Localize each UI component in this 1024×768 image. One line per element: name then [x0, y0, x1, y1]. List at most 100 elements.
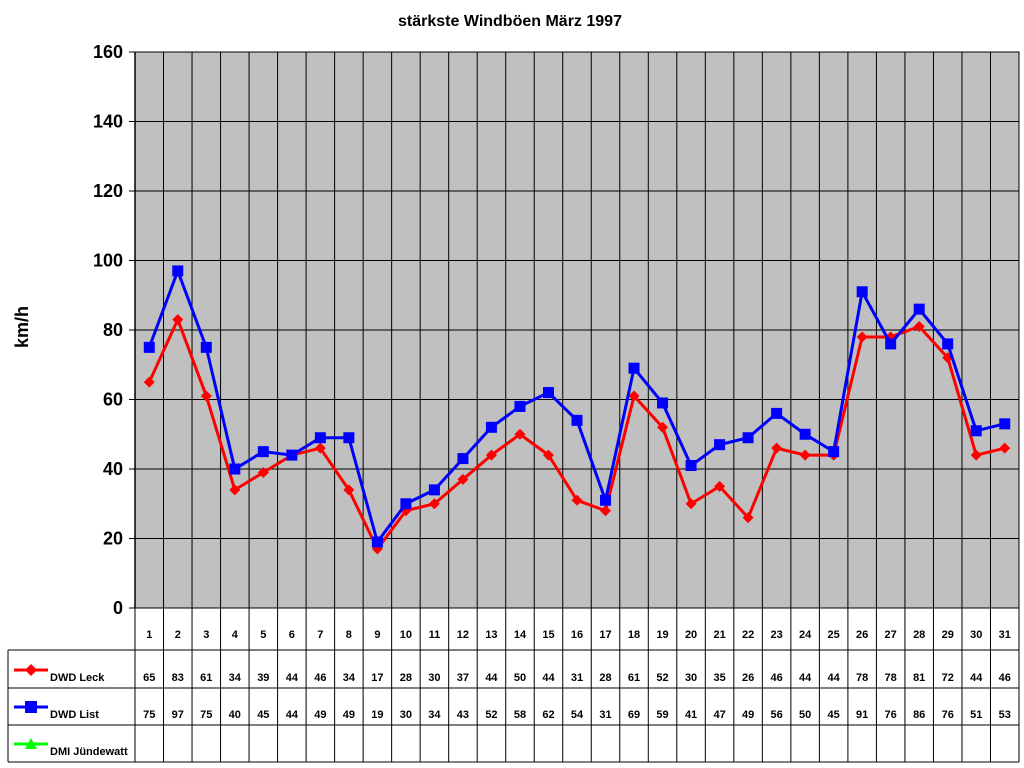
data-point: [286, 449, 298, 461]
table-cell-value: 49: [343, 709, 355, 721]
category-label: 20: [685, 629, 697, 641]
data-point: [742, 512, 754, 524]
data-point: [913, 321, 925, 333]
data-point: [485, 449, 497, 461]
table-cell-value: 35: [713, 672, 725, 684]
legend-marker: [25, 664, 37, 676]
data-point: [970, 425, 982, 437]
table-cell-value: 97: [172, 709, 184, 721]
data-point: [257, 446, 269, 458]
table-cell-value: 46: [770, 672, 782, 684]
y-axis-label: km/h: [12, 306, 32, 348]
category-label: 2: [175, 629, 181, 641]
category-label: 3: [203, 629, 209, 641]
data-point: [714, 439, 726, 451]
table-cell-value: 49: [742, 709, 754, 721]
data-point: [172, 314, 184, 326]
table-cell-value: 34: [428, 709, 441, 721]
table-cell-value: 62: [542, 709, 554, 721]
data-point: [229, 484, 241, 496]
data-point: [428, 484, 440, 496]
data-point: [856, 286, 868, 298]
data-point: [657, 421, 669, 433]
table-cell-value: 51: [970, 709, 982, 721]
data-point: [485, 421, 497, 433]
data-point: [799, 449, 811, 461]
category-label: 16: [571, 629, 583, 641]
data-point: [542, 387, 554, 399]
category-label: 10: [400, 629, 412, 641]
y-tick-label: 40: [103, 459, 123, 479]
data-point: [428, 498, 440, 510]
table-cell-value: 31: [599, 709, 611, 721]
data-table: 1 2 3 4 5 6 7 8 9 10 11 12 13 14 15 16 17 18 19 20 21 22 23 24 2…: [7, 608, 1020, 763]
data-point: [742, 432, 754, 444]
table-cell-value: 75: [143, 709, 155, 721]
table-cell-value: 50: [799, 709, 811, 721]
category-label: 24: [799, 629, 812, 641]
table-cell-value: 49: [314, 709, 326, 721]
category-label: 28: [913, 629, 925, 641]
data-point: [343, 432, 355, 444]
data-point: [999, 418, 1011, 430]
table-cell-value: 46: [314, 672, 326, 684]
category-label: 11: [429, 629, 441, 641]
table-cell-value: 41: [685, 709, 697, 721]
table-cell-value: 56: [770, 709, 782, 721]
legend-label: DMI Jündewatt: [50, 746, 128, 758]
category-label: 17: [599, 629, 611, 641]
legend-label: DWD Leck: [50, 672, 105, 684]
data-point: [172, 265, 184, 277]
table-cell-value: 91: [856, 709, 868, 721]
table-cell-value: 28: [400, 672, 412, 684]
data-point: [885, 338, 897, 350]
data-point: [771, 442, 783, 454]
gridlines: [135, 51, 1019, 609]
y-tick-label: 140: [93, 112, 123, 132]
table-cell-value: 30: [685, 672, 697, 684]
table-cell-value: 59: [656, 709, 668, 721]
data-point: [229, 463, 241, 475]
table-cell-value: 50: [514, 672, 526, 684]
data-point: [771, 407, 783, 419]
table-cell-value: 44: [542, 672, 555, 684]
y-tick-label: 120: [93, 181, 123, 201]
category-label: 21: [713, 629, 725, 641]
legend-marker: [25, 738, 37, 749]
data-point: [200, 341, 212, 353]
data-point: [571, 414, 583, 426]
category-label: 5: [260, 629, 266, 641]
data-point: [343, 484, 355, 496]
data-point: [628, 362, 640, 374]
data-point: [314, 442, 326, 454]
data-point: [600, 505, 612, 517]
category-label: 31: [999, 629, 1011, 641]
table-cell-value: 45: [257, 709, 269, 721]
series-lines: [143, 265, 1011, 555]
category-label: 19: [656, 629, 668, 641]
y-tick-label: 100: [93, 251, 123, 271]
table-cell-value: 34: [343, 672, 356, 684]
data-point: [143, 376, 155, 388]
data-point: [514, 400, 526, 412]
category-label: 8: [346, 629, 352, 641]
data-point: [542, 449, 554, 461]
y-tick-label: 20: [103, 529, 123, 549]
category-label: 14: [514, 629, 527, 641]
table-cell-value: 19: [371, 709, 383, 721]
data-point: [257, 466, 269, 478]
table-cell-value: 76: [942, 709, 954, 721]
table-cell-value: 37: [457, 672, 469, 684]
data-point: [970, 449, 982, 461]
table-cell-value: 83: [172, 672, 184, 684]
data-point: [657, 397, 669, 409]
data-point: [143, 341, 155, 353]
category-label: 1: [146, 629, 152, 641]
category-label: 6: [289, 629, 295, 641]
data-point: [828, 446, 840, 458]
table-cell-value: 40: [229, 709, 241, 721]
data-point: [514, 428, 526, 440]
table-cell-value: 47: [713, 709, 725, 721]
table-cell-value: 52: [485, 709, 497, 721]
